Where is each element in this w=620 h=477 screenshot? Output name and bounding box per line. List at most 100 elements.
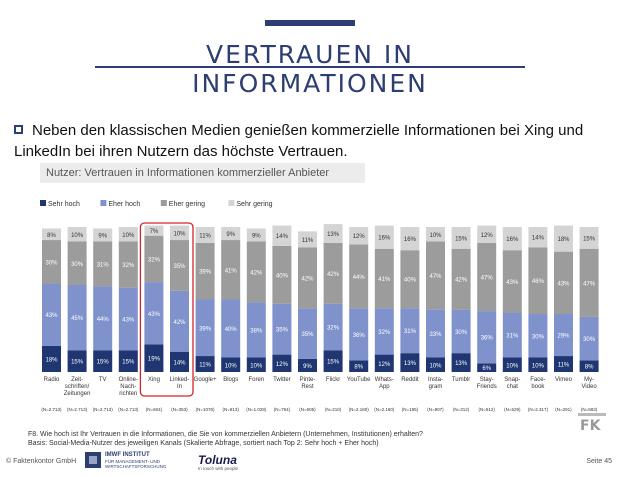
bar-segment	[374, 354, 394, 372]
data-label: 30%	[455, 330, 468, 336]
data-label: 32%	[148, 257, 161, 263]
toluna-logo-name: Toluna	[198, 453, 237, 467]
bar-segment	[118, 227, 138, 242]
bar-segment	[426, 309, 445, 358]
bar-segment	[400, 250, 420, 309]
category-label: Blogs	[223, 377, 238, 383]
bar-segment	[477, 311, 497, 364]
bar-segment	[502, 357, 522, 372]
category-label: Vimeo	[555, 377, 573, 383]
bar-segment	[298, 308, 317, 359]
category-label: gram	[429, 384, 443, 390]
data-label: 8%	[585, 365, 594, 371]
data-label: 10%	[429, 233, 442, 239]
title-accent-bar	[265, 20, 355, 26]
bar-segment	[67, 227, 87, 242]
category-label: Rest	[301, 384, 314, 390]
imwf-logo-mark	[85, 452, 101, 468]
data-label: 15%	[122, 360, 135, 366]
bar-segment	[477, 242, 497, 312]
sample-size-label: (N=2.713)	[67, 407, 88, 412]
bar-segment	[246, 302, 266, 358]
bar-segment	[579, 316, 599, 361]
data-label: 30%	[532, 334, 545, 340]
bar-segment	[349, 227, 369, 245]
page-number: Seite 45	[586, 458, 612, 465]
data-label: 36%	[353, 333, 366, 339]
category-label: Google+	[194, 377, 217, 383]
category-label: TV	[99, 377, 107, 383]
bar-segment	[579, 227, 599, 249]
bar-segment	[554, 225, 573, 252]
bar-segment	[528, 247, 548, 314]
bar-segment	[298, 247, 317, 309]
data-label: 41%	[225, 268, 238, 274]
category-label: Video	[581, 384, 597, 390]
bar-segment	[144, 344, 164, 372]
bar-segment	[170, 290, 189, 352]
category-label: Zeit-	[71, 377, 83, 383]
bar-segment	[502, 312, 522, 358]
bar-segment	[195, 356, 215, 372]
bar-segment	[554, 251, 573, 314]
data-label: 30%	[45, 260, 58, 266]
data-label: 12%	[353, 234, 366, 240]
copyright: © Faktenkontor GmbH	[6, 458, 77, 465]
bullet-icon	[14, 125, 23, 134]
data-label: 15%	[97, 360, 110, 366]
data-label: 19%	[148, 357, 161, 363]
category-label: Flickr	[326, 377, 340, 383]
bar-segment	[221, 240, 241, 300]
data-label: 42%	[173, 320, 186, 326]
sample-size-label: (N=2.160)	[374, 407, 395, 412]
bar-segment	[477, 225, 497, 243]
toluna-logo-tagline: In touch with people	[198, 466, 239, 471]
bar-segment	[195, 227, 215, 243]
bar-segment	[451, 353, 471, 372]
bar-segment	[272, 225, 292, 246]
bar-segment	[323, 242, 343, 304]
bar-segment	[502, 227, 522, 251]
bar-segment	[195, 299, 215, 357]
category-label: Tumblr	[452, 377, 470, 383]
bar-segment	[272, 354, 292, 372]
data-label: 11%	[302, 238, 314, 244]
imwf-logo-subtitle: FÜR MANAGEMENT- UND WIRTSCHAFTSFORSCHUNG	[105, 459, 167, 469]
data-label: 43%	[148, 312, 161, 318]
sample-size-label: (N=512)	[479, 407, 496, 412]
category-label: In	[177, 384, 182, 390]
highlight-box	[139, 222, 194, 397]
category-label: Face-	[530, 377, 545, 383]
bar-segment	[93, 228, 113, 242]
data-label: 47%	[481, 276, 494, 282]
sample-size-label: (N=907)	[427, 407, 444, 412]
sample-size-label: (N=529)	[504, 407, 521, 412]
data-label: 32%	[122, 263, 135, 269]
data-label: 39%	[199, 270, 212, 276]
legend-label: Eher hoch	[108, 201, 140, 208]
data-label: 13%	[327, 232, 340, 238]
sample-size-label: (N=1076)	[196, 407, 215, 412]
bar-segment	[528, 227, 548, 248]
category-label: Zeitungen	[64, 391, 91, 397]
sample-size-label: (N=2.713)	[118, 407, 139, 412]
data-label: 9%	[226, 232, 235, 238]
data-label: 12%	[276, 362, 289, 368]
data-label: 15%	[71, 360, 84, 366]
data-label: 41%	[378, 277, 391, 283]
bar-segment	[272, 245, 292, 304]
data-label: 18%	[45, 357, 58, 363]
sample-size-label: (N=604)	[146, 407, 163, 412]
sample-size-label: (N=583)	[581, 407, 598, 412]
data-label: 42%	[455, 278, 468, 284]
footnote-basis: Basis: Social-Media-Nutzer des jeweilige…	[28, 440, 379, 447]
sample-size-label: (N=195)	[402, 407, 419, 412]
bar-segment	[170, 225, 189, 241]
data-label: 10%	[506, 363, 519, 369]
bar-segment	[451, 227, 471, 249]
chart-subtitle: Nutzer: Vertrauen in Informationen komme…	[40, 163, 365, 183]
data-label: 10%	[225, 363, 238, 369]
data-label: 35%	[276, 328, 289, 334]
data-label: 35%	[301, 332, 314, 338]
data-label: 15%	[327, 360, 340, 366]
